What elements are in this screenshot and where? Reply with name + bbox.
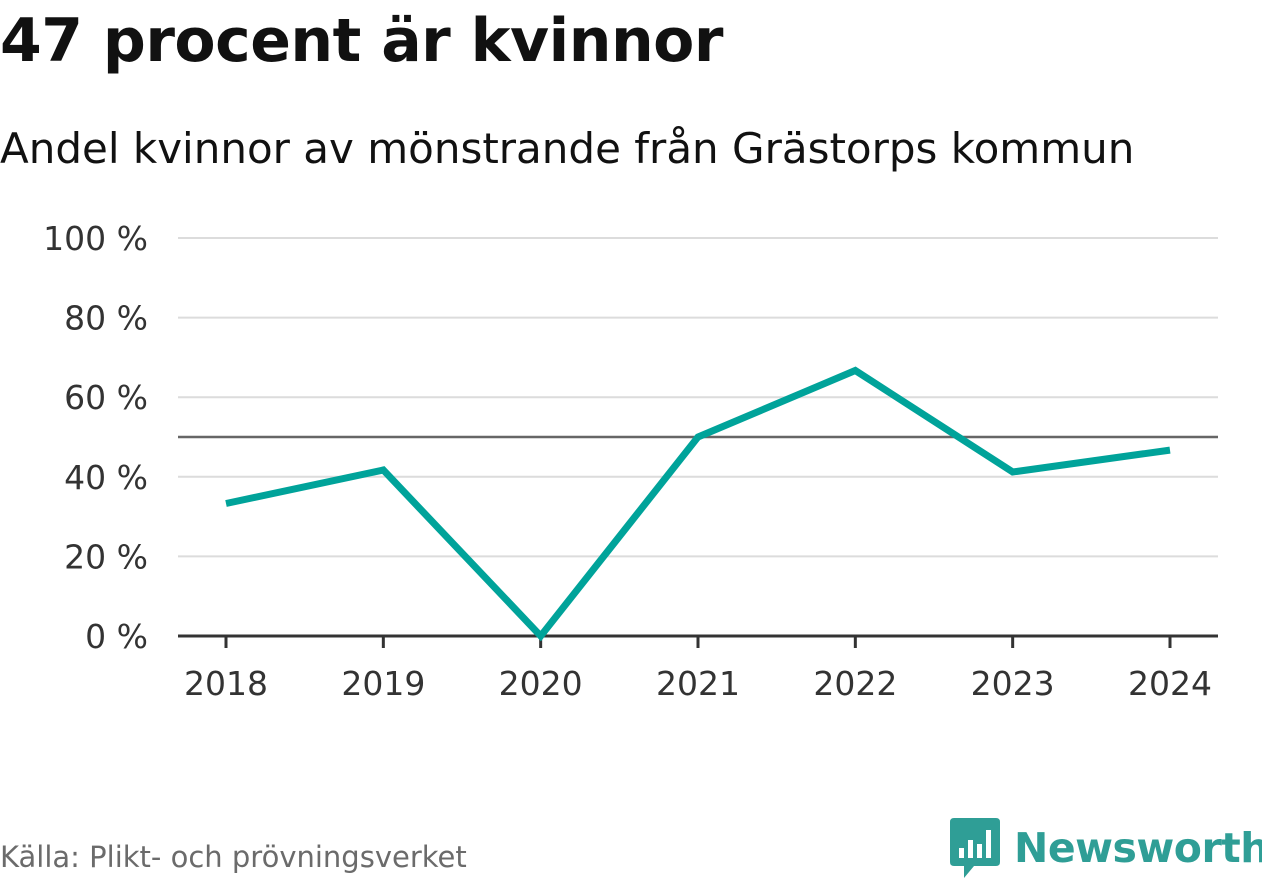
y-tick-label-40: 40 % [64, 458, 148, 497]
series-line-0 [225, 366, 1171, 642]
chart-title: 47 procent är kvinnor [0, 6, 723, 76]
y-tick-label-100: 100 % [43, 219, 148, 258]
series-layer [225, 366, 1171, 642]
x-tick-label-2021: 2021 [656, 664, 740, 703]
source-note: Källa: Plikt- och prövningsverket [0, 840, 467, 874]
bar-chart-speech-bubble-icon [950, 818, 1000, 878]
x-tick-label-2022: 2022 [813, 664, 897, 703]
x-tick-label-2020: 2020 [499, 664, 583, 703]
x-tick-label-2023: 2023 [971, 664, 1055, 703]
y-tick-label-20: 20 % [64, 537, 148, 576]
x-tick-label-2018: 2018 [184, 664, 268, 703]
chart-subtitle: Andel kvinnor av mönstrande från Grästor… [0, 124, 1135, 173]
brand-logo: Newsworthy [950, 818, 1262, 878]
y-tick-label-60: 60 % [64, 378, 148, 417]
y-tick-label-0: 0 % [85, 617, 148, 656]
y-tick-labels: 0 % 20 % 40 % 60 % 80 % 100 % [43, 219, 148, 656]
brand-name: Newsworthy [1014, 824, 1262, 872]
x-tick-labels: 2018 2019 2020 2021 2022 2023 2024 [184, 664, 1212, 703]
grid-lines [178, 237, 1218, 558]
x-tick-label-2024: 2024 [1128, 664, 1212, 703]
y-tick-label-80: 80 % [64, 299, 148, 338]
x-axis [178, 634, 1218, 648]
x-tick-label-2019: 2019 [341, 664, 425, 703]
